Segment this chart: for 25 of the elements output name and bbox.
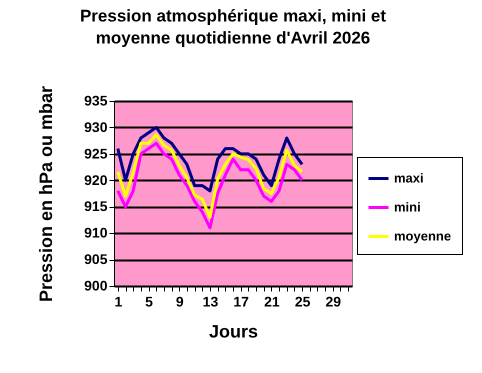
line-series	[116, 142, 304, 230]
legend-label: moyenne	[394, 228, 452, 244]
y-tick-label: 900	[84, 278, 108, 294]
x-tick-label: 1	[114, 294, 122, 310]
legend-label: mini	[394, 200, 421, 214]
x-tick-label: 21	[264, 294, 280, 310]
line-series	[116, 133, 304, 219]
x-tick-label: 9	[176, 294, 184, 310]
x-axis-title: Jours	[208, 322, 258, 342]
x-tick-label: 13	[202, 294, 218, 310]
y-tick-label: 935	[84, 92, 108, 108]
chart-title: Pression atmosphérique maxi, mini et moyenne quotidienne d'Avril 2026	[80, 6, 386, 48]
y-axis-title: Pression en hPa ou mbar	[36, 86, 56, 302]
y-tick-label: 910	[84, 224, 108, 241]
y-tick-label: 905	[84, 251, 108, 268]
x-tick-label: 5	[145, 294, 154, 310]
y-tick-label: 920	[84, 172, 108, 188]
x-tick-label: 25	[294, 294, 311, 310]
y-tick-label: 930	[84, 118, 108, 135]
y-tick-label: 915	[84, 198, 108, 214]
line-series	[116, 126, 304, 192]
legend-label: maxi	[394, 170, 424, 186]
x-tick-label: 29	[326, 294, 342, 310]
y-tick-label: 925	[84, 145, 108, 162]
x-tick-label: 17	[233, 294, 250, 310]
